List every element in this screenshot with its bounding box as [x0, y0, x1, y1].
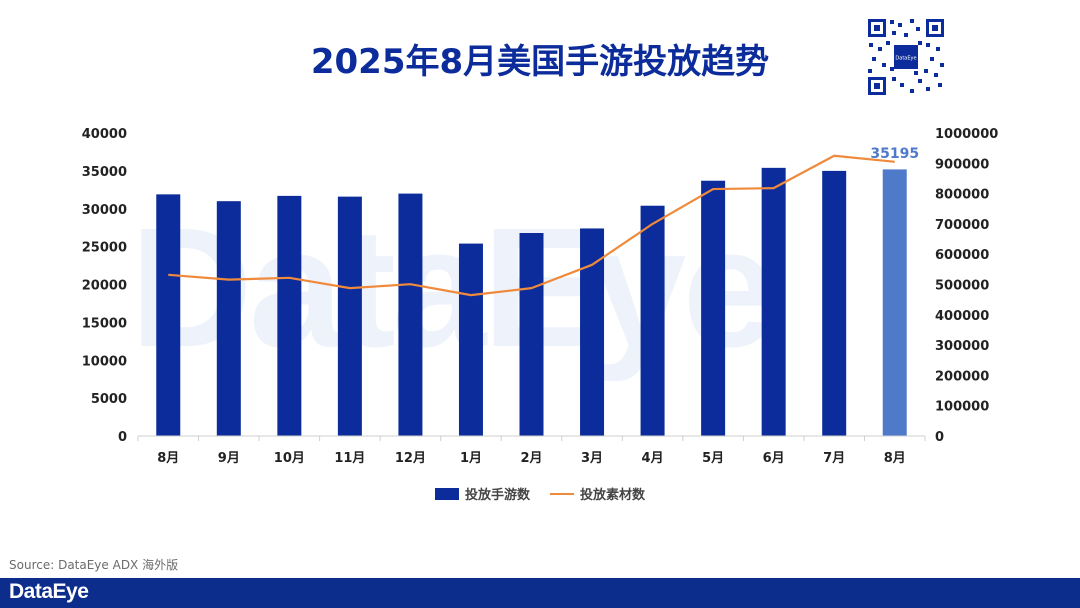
y-left-tick-5: 25000 — [82, 241, 127, 256]
y-right-tick-4: 400000 — [935, 309, 989, 324]
bar-1 — [216, 201, 241, 436]
y-right-tick-9: 900000 — [935, 157, 989, 172]
source-note: Source: DataEye ADX 海外版 — [9, 558, 179, 572]
footer-bar: DataEye — [0, 578, 1080, 608]
bar-2 — [277, 195, 302, 436]
y-right-tick-10: 1000000 — [935, 127, 998, 142]
x-tick-label-9: 5月 — [702, 451, 724, 466]
bar-5 — [458, 243, 483, 436]
bar-10 — [761, 167, 786, 436]
legend-label-bars: 投放手游数 — [464, 488, 530, 503]
y-right-tick-5: 500000 — [935, 279, 989, 294]
y-left-tick-8: 40000 — [82, 127, 127, 142]
y-right-tick-0: 0 — [935, 430, 944, 445]
y-right-tick-2: 200000 — [935, 369, 989, 384]
x-tick-label-10: 6月 — [763, 451, 785, 466]
legend-swatch-bar — [434, 487, 459, 500]
bar-12 — [882, 169, 907, 436]
bar-6 — [519, 232, 544, 436]
y-left-tick-6: 30000 — [82, 203, 127, 218]
y-right-tick-6: 600000 — [935, 248, 989, 263]
bar-3 — [337, 196, 362, 436]
x-tick-label-4: 12月 — [395, 451, 426, 466]
legend-item-line: 投放素材数 — [550, 484, 645, 503]
y-right-tick-8: 800000 — [935, 188, 989, 203]
footer-logo: DataEye — [9, 580, 89, 603]
y-left-tick-7: 35000 — [82, 165, 127, 180]
legend-item-bars: 投放手游数 — [434, 484, 530, 503]
y-right-tick-3: 300000 — [935, 339, 989, 354]
bar-4 — [398, 193, 423, 436]
x-tick-label-7: 3月 — [581, 451, 603, 466]
x-tick-label-3: 11月 — [334, 451, 365, 466]
y-left-tick-0: 0 — [118, 430, 127, 445]
legend-label-line: 投放素材数 — [580, 488, 646, 503]
y-left-tick-2: 10000 — [82, 354, 127, 369]
bar-11 — [822, 170, 847, 436]
legend: 投放手游数 投放素材数 — [0, 484, 1080, 503]
bar-9 — [701, 180, 726, 436]
y-right-tick-7: 700000 — [935, 218, 989, 233]
x-tick-label-8: 4月 — [642, 451, 664, 466]
qr-code: DataEye — [866, 17, 946, 97]
bar-8 — [640, 205, 665, 436]
x-tick-label-12: 8月 — [884, 451, 906, 466]
legend-swatch-line — [550, 492, 574, 495]
y-left-tick-1: 5000 — [91, 392, 127, 407]
data-label-highlight: 35195 — [870, 146, 919, 162]
chart-title: 2025年8月美国手游投放趋势 — [310, 42, 770, 82]
y-left-tick-4: 20000 — [82, 279, 127, 294]
x-tick-label-6: 2月 — [520, 451, 542, 466]
x-tick-label-11: 7月 — [823, 451, 845, 466]
x-tick-label-1: 9月 — [218, 451, 240, 466]
bar-7 — [580, 228, 605, 436]
x-tick-label-2: 10月 — [274, 451, 305, 466]
x-tick-label-5: 1月 — [460, 451, 482, 466]
qr-center-label: DataEye — [895, 56, 916, 62]
y-right-tick-1: 100000 — [935, 400, 989, 415]
x-tick-label-0: 8月 — [157, 451, 179, 466]
y-left-tick-3: 15000 — [82, 316, 127, 331]
bar-0 — [156, 194, 181, 436]
